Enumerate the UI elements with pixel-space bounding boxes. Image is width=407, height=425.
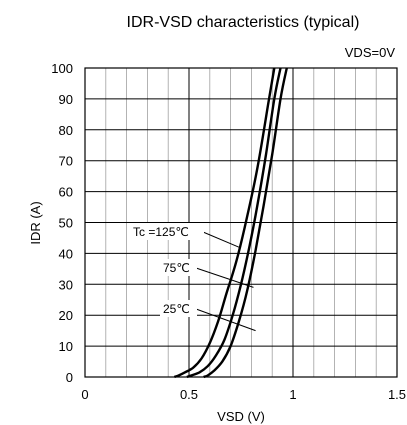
- x-axis-label: VSD (V): [217, 409, 265, 424]
- curve-125c: [173, 67, 276, 379]
- curve-75c: [186, 67, 282, 379]
- y-tick-label: 0: [66, 370, 73, 385]
- annotation-leader: [195, 308, 256, 332]
- annotation-label: 75℃: [163, 261, 190, 275]
- curve-25c: [203, 67, 288, 379]
- y-tick-label: 80: [59, 123, 73, 138]
- chart-title: IDR-VSD characteristics (typical): [127, 14, 360, 31]
- y-tick-label: 70: [59, 154, 73, 169]
- annotation-label: Tc =125℃: [133, 225, 189, 239]
- plot-frame: [84, 67, 398, 378]
- y-axis-label: IDR (A): [28, 201, 43, 244]
- annotation-leader: [195, 267, 254, 288]
- y-tick-label: 20: [59, 308, 73, 323]
- x-tick-label: 0: [81, 387, 88, 402]
- y-tick-label: 10: [59, 339, 73, 354]
- chart-subtitle: VDS=0V: [345, 45, 396, 60]
- annotation-bg: [160, 259, 197, 276]
- plot-area: 0 10 20 30 40 50 60 70 80 90 100 0 0.5 1 1.5 Tc =125℃ 75…: [51, 61, 406, 402]
- y-tick-label: 100: [51, 61, 73, 76]
- annotation-bg: [130, 223, 204, 240]
- annotation-bg: [160, 300, 197, 317]
- annotation-label: 25℃: [163, 302, 190, 316]
- y-tick-label: 50: [59, 216, 73, 231]
- annotation-leader: [202, 231, 240, 248]
- y-tick-label: 30: [59, 277, 73, 292]
- y-tick-label: 60: [59, 185, 73, 200]
- y-tick-label: 40: [59, 246, 73, 261]
- x-tick-label: 1.5: [388, 387, 406, 402]
- y-tick-label: 90: [59, 92, 73, 107]
- x-tick-label: 0.5: [180, 387, 198, 402]
- x-tick-label: 1: [289, 387, 296, 402]
